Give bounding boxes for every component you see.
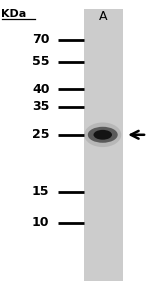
Text: 70: 70	[32, 33, 50, 46]
Text: A: A	[99, 10, 108, 23]
Text: 40: 40	[32, 83, 50, 96]
Text: KDa: KDa	[2, 9, 27, 19]
Text: 55: 55	[32, 55, 50, 68]
Ellipse shape	[84, 122, 121, 147]
Text: 35: 35	[32, 100, 50, 113]
Text: 15: 15	[32, 185, 50, 198]
Ellipse shape	[88, 127, 118, 143]
Text: 25: 25	[32, 128, 50, 141]
Text: 10: 10	[32, 216, 50, 229]
Bar	[84, 9, 123, 281]
Ellipse shape	[93, 130, 112, 140]
